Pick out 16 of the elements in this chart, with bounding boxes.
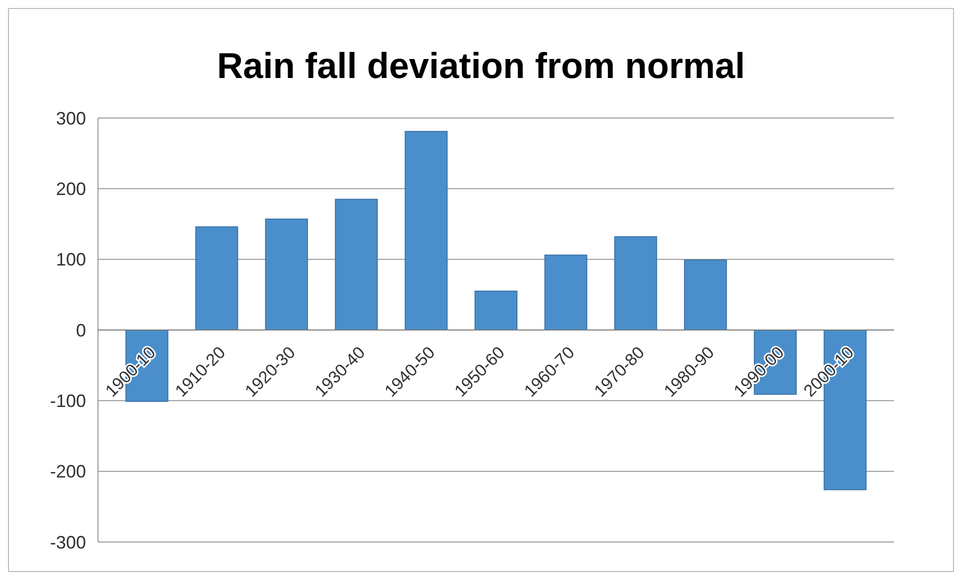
bar xyxy=(404,130,448,330)
bar xyxy=(265,218,308,330)
bar xyxy=(544,254,588,330)
chart-title: Rain fall deviation from normal xyxy=(216,45,746,86)
y-tick-label: 100 xyxy=(56,250,86,270)
y-tick-label: -300 xyxy=(50,532,86,552)
y-tick-label: -200 xyxy=(50,462,86,482)
bar xyxy=(334,198,378,330)
bar xyxy=(614,236,658,330)
y-tick-label: 0 xyxy=(76,320,86,340)
y-tick-label: 200 xyxy=(56,178,86,199)
bar xyxy=(684,260,727,330)
bar xyxy=(195,226,238,330)
y-tick-label: -100 xyxy=(50,390,86,411)
bar xyxy=(474,290,518,330)
y-tick-label: 300 xyxy=(56,108,86,128)
